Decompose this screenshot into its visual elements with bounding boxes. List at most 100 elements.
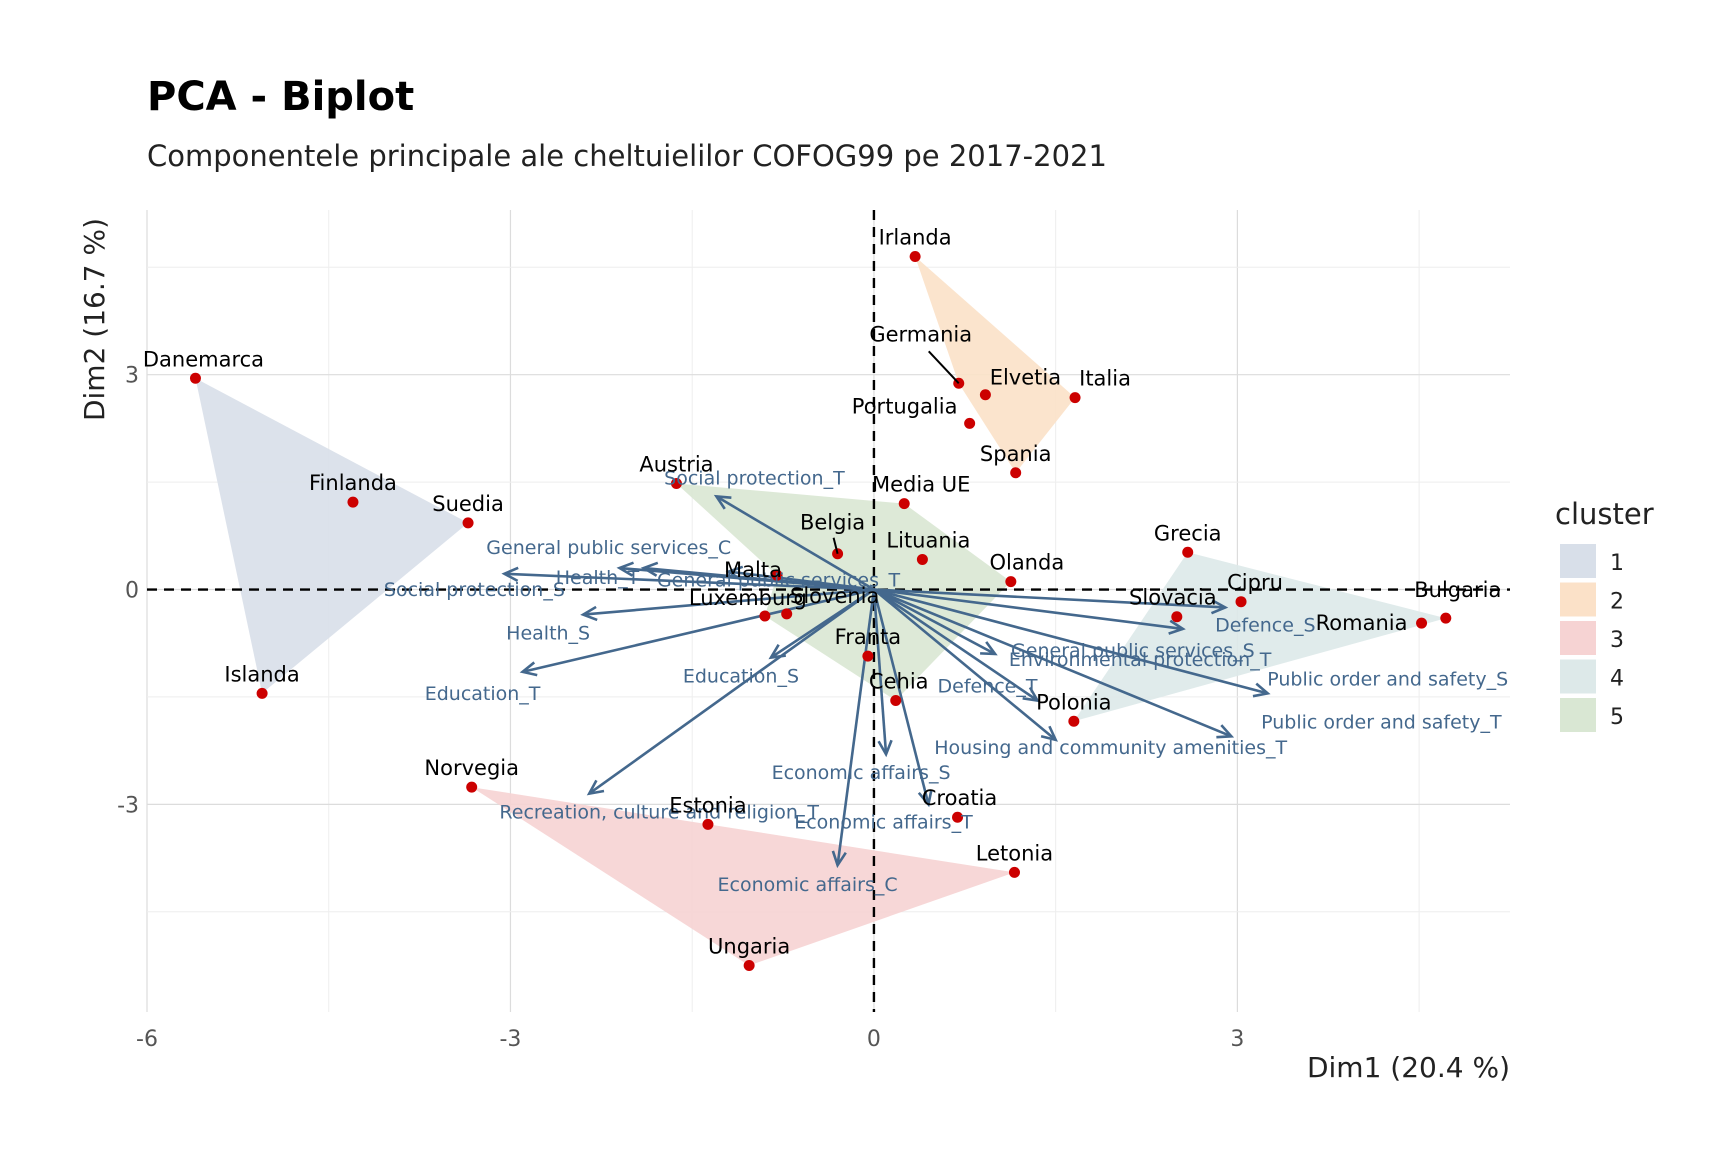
cluster-hull-3 bbox=[471, 787, 1015, 966]
variable-arrowhead bbox=[1216, 724, 1235, 739]
data-point bbox=[256, 687, 268, 699]
point-label: Irlanda bbox=[879, 226, 952, 250]
legend-label-1: 1 bbox=[1610, 551, 1624, 576]
x-axis-label: Dim1 (20.4 %) bbox=[1307, 1051, 1510, 1084]
legend-swatch-2 bbox=[1560, 582, 1596, 617]
data-point bbox=[1235, 596, 1247, 608]
variable-arrowhead bbox=[580, 605, 598, 622]
point-label: Olanda bbox=[989, 551, 1064, 575]
variable-arrow bbox=[873, 588, 1232, 738]
point-label: Cehia bbox=[869, 670, 929, 694]
data-point bbox=[189, 372, 201, 384]
point-label: Malta bbox=[724, 558, 782, 582]
point-label: Danemarca bbox=[143, 347, 264, 371]
variable-arrowhead bbox=[1252, 682, 1271, 698]
point-label: Slovenia bbox=[790, 584, 879, 608]
variable-label: Education_T bbox=[425, 683, 541, 705]
legend-label-4: 4 bbox=[1610, 667, 1624, 692]
variable-label: Environmental protection_T bbox=[1009, 649, 1272, 671]
data-point bbox=[1171, 611, 1183, 623]
data-point bbox=[702, 818, 714, 830]
point-label: Ungaria bbox=[708, 934, 790, 958]
point-label: Spania bbox=[980, 442, 1052, 466]
point-label: Belgia bbox=[800, 511, 865, 535]
y-tick-label: 3 bbox=[125, 364, 139, 389]
point-label: Franta bbox=[835, 625, 901, 649]
variable-label: Economic affairs_S bbox=[772, 762, 951, 784]
point-label: Croatia bbox=[922, 786, 998, 810]
legend-swatch-5 bbox=[1560, 698, 1596, 732]
variable-arrow bbox=[588, 588, 875, 795]
variable-label: Public order and safety_S bbox=[1267, 668, 1508, 690]
tick-labels: -6 -3 0 3 -3 0 3 bbox=[117, 364, 1244, 1052]
data-point bbox=[670, 478, 682, 490]
point-label: Cipru bbox=[1227, 571, 1283, 595]
data-point bbox=[1440, 612, 1452, 624]
label-leader-line bbox=[832, 537, 839, 554]
data-points bbox=[189, 251, 1452, 971]
data-point bbox=[964, 417, 976, 429]
point-label: Finlanda bbox=[309, 471, 397, 495]
variable-arrow bbox=[522, 588, 875, 674]
variable-label: Public order and safety_T bbox=[1261, 711, 1502, 733]
variable-label: Health_S bbox=[506, 623, 590, 645]
variable-label: Defence_T bbox=[938, 676, 1038, 698]
data-point bbox=[1416, 617, 1428, 629]
variable-label: Housing and community amenities_T bbox=[934, 737, 1287, 759]
variable-labels: Social protection_T General public servic… bbox=[384, 467, 1508, 896]
variable-arrowhead bbox=[616, 561, 634, 577]
point-label: Suedia bbox=[432, 492, 504, 516]
data-point bbox=[781, 608, 793, 620]
variable-label: Social protection_T bbox=[664, 467, 845, 489]
variable-label: General public services_C bbox=[486, 537, 731, 559]
y-tick-label: 0 bbox=[125, 579, 139, 604]
legend-title: cluster bbox=[1555, 497, 1654, 531]
y-tick-label: -3 bbox=[117, 793, 139, 818]
variable-label: General public services_T bbox=[657, 570, 901, 592]
variable-arrowhead bbox=[501, 566, 519, 582]
variable-arrowhead bbox=[1022, 686, 1040, 703]
variable-arrow bbox=[872, 589, 930, 805]
data-point bbox=[1010, 467, 1022, 479]
data-point bbox=[862, 650, 874, 662]
chart-title: PCA - Biplot bbox=[147, 74, 414, 120]
point-label: Lituania bbox=[886, 528, 970, 552]
data-point bbox=[759, 610, 771, 622]
variable-arrowhead bbox=[586, 779, 605, 796]
data-point bbox=[347, 496, 359, 508]
variable-arrowhead bbox=[713, 494, 732, 510]
cluster-hull-2 bbox=[915, 256, 1076, 473]
data-point bbox=[1008, 866, 1020, 878]
variable-arrowhead bbox=[1168, 619, 1186, 635]
variable-arrow bbox=[873, 588, 1057, 741]
variable-label: Defence_S bbox=[1215, 614, 1315, 636]
variable-label: Health_T bbox=[556, 567, 640, 589]
variable-arrowhead bbox=[519, 661, 538, 677]
point-label: Elvetia bbox=[990, 366, 1061, 390]
variable-arrowhead bbox=[917, 789, 933, 808]
legend-swatch-1 bbox=[1560, 544, 1596, 578]
data-point bbox=[1069, 392, 1081, 404]
variable-arrow bbox=[504, 572, 874, 591]
variable-arrow bbox=[836, 589, 876, 866]
x-tick-label: -6 bbox=[136, 1027, 158, 1052]
label-leader-line bbox=[928, 350, 960, 384]
variable-arrow bbox=[619, 566, 875, 591]
x-tick-label: 3 bbox=[1230, 1027, 1244, 1052]
variable-label: Recreation, culture and religion_T bbox=[499, 802, 819, 824]
variable-arrowhead bbox=[725, 565, 744, 581]
point-label: Germania bbox=[869, 322, 972, 346]
legend: cluster 1 2 3 4 5 bbox=[1555, 497, 1654, 732]
variable-arrow bbox=[715, 495, 875, 591]
reference-lines bbox=[147, 210, 1510, 1012]
data-point bbox=[916, 553, 928, 565]
variable-arrow bbox=[873, 588, 1226, 609]
data-point bbox=[1182, 546, 1194, 558]
data-point bbox=[979, 389, 991, 401]
variable-arrowhead bbox=[1210, 599, 1229, 615]
point-label: Norvegia bbox=[424, 756, 519, 780]
chart-subtitle: Componentele principale ale cheltuielilo… bbox=[147, 139, 1107, 173]
variable-arrowhead bbox=[640, 561, 659, 577]
point-label: Islanda bbox=[224, 662, 299, 686]
